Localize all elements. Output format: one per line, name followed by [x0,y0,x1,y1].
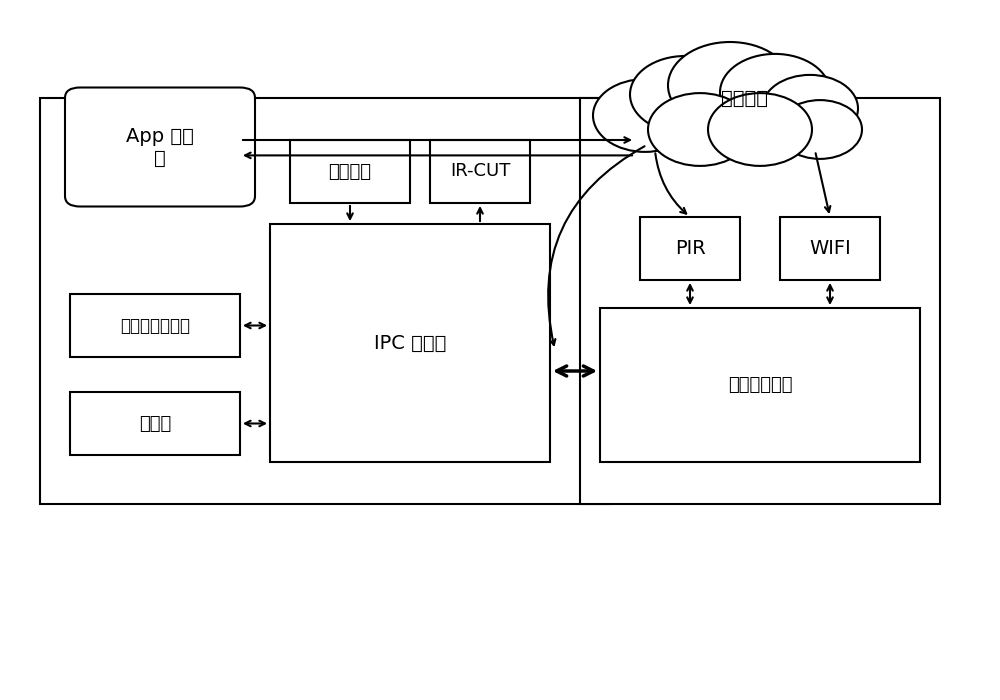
Text: PIR: PIR [675,239,705,258]
Bar [580,98,940,504]
Text: 夜视红外补光灯: 夜视红外补光灯 [120,316,190,335]
Bar [640,217,740,280]
Bar [40,98,610,504]
Text: 云服务器: 云服务器 [722,88,768,108]
Bar [600,308,920,462]
Text: App 客户
端: App 客户 端 [126,127,194,167]
Text: IPC 主模块: IPC 主模块 [374,333,446,353]
Circle shape [708,93,812,166]
Circle shape [762,75,858,142]
Circle shape [668,42,792,129]
FancyBboxPatch shape [65,88,255,206]
Bar [290,140,410,203]
Bar [270,224,550,462]
Circle shape [778,100,862,159]
Bar [780,217,880,280]
Circle shape [593,79,697,152]
Bar [70,392,240,455]
Text: 摄像头: 摄像头 [139,414,171,433]
Bar [430,140,530,203]
Text: IR-CUT: IR-CUT [450,162,510,181]
Text: WIFI: WIFI [809,239,851,258]
Circle shape [648,93,752,166]
Text: 功耗控制模块: 功耗控制模块 [728,376,792,394]
Text: 光敏电阻: 光敏电阻 [328,162,372,181]
Circle shape [720,54,830,131]
Bar [70,294,240,357]
Circle shape [630,56,740,133]
